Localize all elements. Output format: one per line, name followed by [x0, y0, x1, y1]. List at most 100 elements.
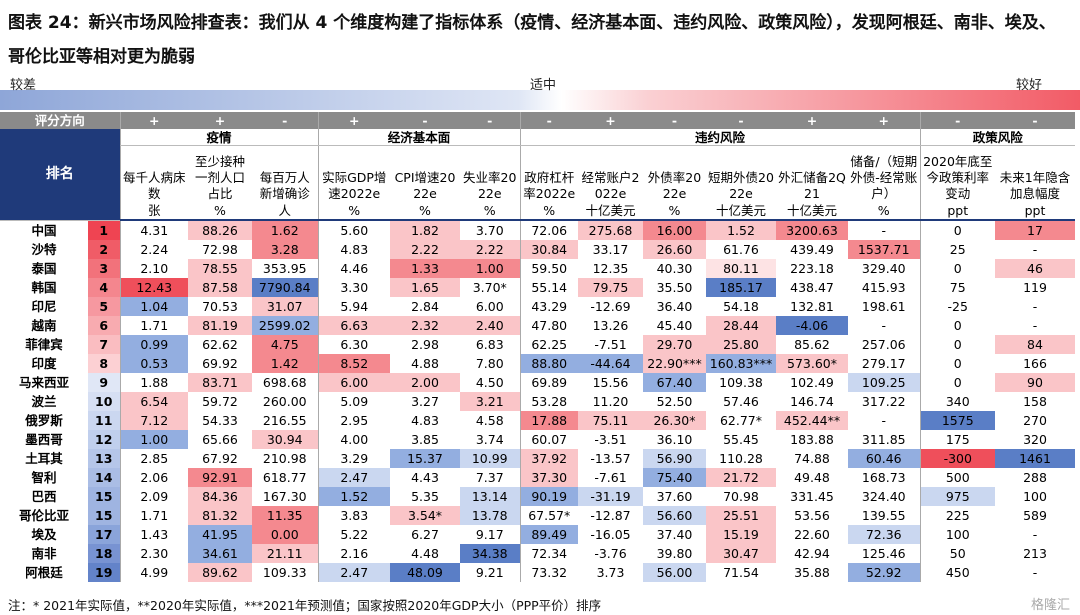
data-row: 南非 18 2.30 34.61 21.11 2.16 4.48 34.38 72.34 -3.7… — [0, 544, 1075, 563]
value-cell: 0 — [919, 373, 995, 392]
column-unit: % — [188, 202, 252, 221]
value-cell: 54.18 — [723, 299, 759, 314]
value-cell: 84 — [995, 335, 1075, 354]
value-cell: 35.88 — [794, 565, 830, 580]
data-row: 中国 1 4.31 88.26 1.62 5.60 1.82 3.70 72.06 275.68 1… — [0, 220, 1075, 240]
value-cell: 60.46 — [848, 449, 920, 468]
value-cell: 698.68 — [262, 375, 307, 390]
value-cell: 13.78 — [460, 506, 520, 525]
value-cell: 3.21 — [460, 392, 520, 411]
country: 墨西哥 — [25, 432, 63, 447]
value-cell: 72.98 — [202, 242, 238, 257]
column-header: 失业率2022e — [463, 170, 517, 201]
data-row: 越南 6 1.71 81.19 2599.02 6.63 2.32 2.40 47.80 13.2… — [0, 316, 1075, 335]
value-cell: 35.50 — [656, 280, 693, 295]
value-cell: 166 — [1023, 356, 1047, 371]
value-cell: 15.19 — [706, 525, 776, 544]
value-cell: 28.44 — [706, 316, 776, 335]
value-cell: 36.40 — [656, 299, 693, 314]
value-cell: 3.74 — [475, 432, 504, 447]
value-cell: 59.72 — [202, 394, 238, 409]
data-row: 俄罗斯 11 7.12 54.33 216.55 2.95 4.83 4.58 17.88 75.… — [0, 411, 1075, 430]
value-cell: 88.26 — [188, 220, 252, 240]
column-header: 经常账户2022e — [581, 170, 640, 201]
value-cell: 0.99 — [119, 335, 188, 354]
value-cell: 13.26 — [592, 318, 629, 333]
value-cell: 2.32 — [390, 316, 460, 335]
direction: - — [995, 112, 1075, 129]
value-cell: 53.56 — [794, 508, 830, 523]
value-cell: 21.11 — [252, 544, 318, 563]
value-cell: 288 — [1023, 470, 1047, 485]
value-cell: 109.33 — [262, 565, 307, 580]
direction: + — [578, 112, 643, 129]
value-cell: 62.62 — [202, 337, 238, 352]
value-cell: 7.12 — [119, 411, 188, 430]
value-cell: 8.52 — [317, 354, 390, 373]
column-header: 储备/（短期外债-经常账户） — [850, 154, 918, 201]
rank: 2 — [88, 240, 120, 259]
value-cell: 500 — [919, 468, 995, 487]
value-cell: 2.40 — [460, 316, 520, 335]
value-cell: 4.00 — [317, 430, 390, 449]
value-cell: 119 — [1023, 280, 1047, 295]
value-cell: 0.00 — [252, 525, 318, 544]
value-cell: 47.80 — [519, 316, 578, 335]
value-cell: 78.55 — [188, 259, 252, 278]
group-row: 排名 疫情 经济基本面 违约风险 政策风险 — [0, 129, 1075, 221]
value-cell: 62.25 — [519, 335, 578, 354]
value-cell: 17 — [995, 220, 1075, 240]
value-cell: 26.30* — [643, 411, 706, 430]
value-cell: 62.77* — [719, 413, 763, 428]
value-cell: 1.88 — [119, 373, 188, 392]
data-row: 波兰 10 6.54 59.72 260.00 5.09 3.27 3.21 53.28 11.2… — [0, 392, 1075, 411]
value-cell: 4.31 — [119, 220, 188, 240]
value-cell: 37.40 — [656, 527, 693, 542]
value-cell: 3.28 — [252, 240, 318, 259]
rank: 5 — [88, 297, 120, 316]
value-cell: 225 — [919, 506, 995, 525]
value-cell: 198.61 — [861, 299, 906, 314]
column-header: 政府杠杆率2022e — [519, 145, 578, 202]
value-cell: 3.70* — [472, 280, 507, 295]
value-cell: 125.46 — [861, 546, 906, 561]
value-cell: 4.75 — [252, 335, 318, 354]
value-cell: 618.77 — [262, 470, 307, 485]
column-unit: 十亿美元 — [776, 202, 848, 221]
column-unit: % — [317, 202, 390, 221]
value-cell: 37.92 — [519, 449, 578, 468]
value-cell: -25 — [919, 297, 995, 316]
value-cell: 3.73 — [596, 565, 625, 580]
value-cell: 0 — [919, 220, 995, 240]
column-unit: % — [848, 202, 920, 221]
rank: 18 — [88, 544, 120, 563]
title: 图表 24：新兴市场风险排查表：我们从 4 个维度构建了指标体系（疫情、经济基本… — [8, 13, 1056, 67]
value-cell: 1.82 — [390, 220, 460, 240]
value-cell: 61.76 — [723, 242, 759, 257]
value-cell: 72.06 — [519, 220, 578, 240]
value-cell: 75 — [919, 278, 995, 297]
scale-middle: 适中 — [530, 78, 557, 93]
value-cell: 5.94 — [317, 297, 390, 316]
rank: 3 — [88, 259, 120, 278]
country: 韩国 — [31, 280, 57, 295]
direction: - — [706, 112, 776, 129]
column-header-row: 每千人病床数 至少接种一剂人口占比 每百万人新增确诊 实际GDP增速2022e CPI增… — [0, 145, 1075, 202]
value-cell: 1.71 — [119, 316, 188, 335]
column-header: 短期外债2022e — [708, 170, 774, 201]
rank: 15 — [88, 487, 120, 506]
value-cell: 1.65 — [390, 278, 460, 297]
value-cell: 168.73 — [861, 470, 906, 485]
value-cell: 67.40 — [643, 373, 706, 392]
value-cell: 183.88 — [790, 432, 834, 447]
value-cell: 83.71 — [188, 373, 252, 392]
value-cell: 4.46 — [317, 259, 390, 278]
scale-right: 较好 — [1016, 78, 1043, 93]
value-cell: - — [881, 413, 886, 428]
data-row: 韩国 4 12.43 87.58 7790.84 3.30 1.65 3.70* 55.14 79… — [0, 278, 1075, 297]
country: 印度 — [31, 356, 57, 371]
value-cell: 75.11 — [578, 411, 643, 430]
data-row: 沙特 2 2.24 72.98 3.28 4.83 2.22 2.22 30.84 33.17 26… — [0, 240, 1075, 259]
value-cell: 3.70 — [475, 223, 504, 238]
